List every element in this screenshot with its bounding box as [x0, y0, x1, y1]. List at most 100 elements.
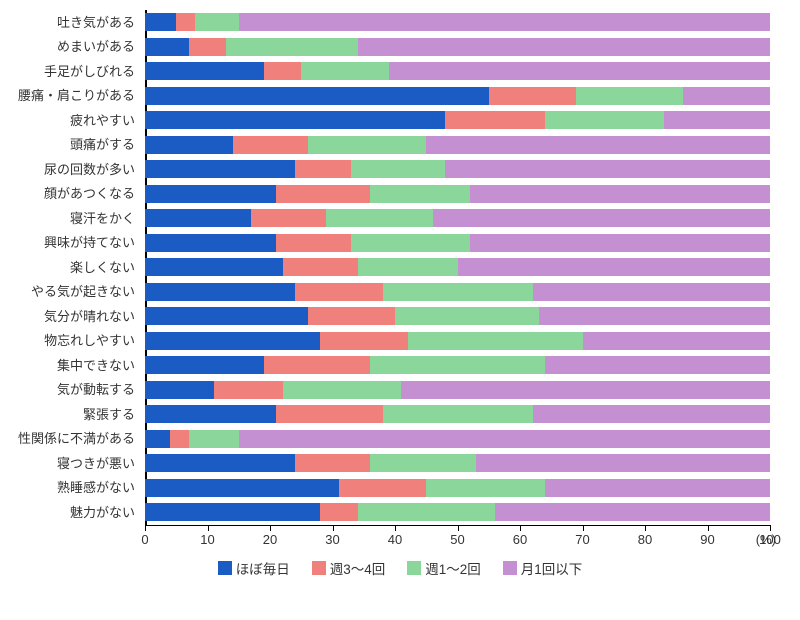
row-label: 気分が晴れない: [10, 310, 140, 323]
bar-segment-w3_4: [308, 307, 396, 325]
bar-track: [145, 307, 770, 325]
bar-segment-w3_4: [295, 454, 370, 472]
table-row: めまいがある: [145, 35, 770, 60]
bar-segment-w1_2: [189, 430, 239, 448]
x-tick-label: 70: [575, 532, 589, 547]
bar-segment-m1_less: [476, 454, 770, 472]
x-tick-label: 20: [263, 532, 277, 547]
bar-segment-m1_less: [401, 381, 770, 399]
bar-segment-m1_less: [533, 405, 771, 423]
bar-segment-daily: [145, 307, 308, 325]
row-label: 頭痛がする: [10, 138, 140, 151]
bar-segment-daily: [145, 38, 189, 56]
bar-segment-m1_less: [533, 283, 771, 301]
bar-segment-w1_2: [351, 160, 445, 178]
bar-segment-daily: [145, 209, 251, 227]
row-label: めまいがある: [10, 40, 140, 53]
row-label: 熟睡感がない: [10, 481, 140, 494]
bar-segment-w3_4: [264, 356, 370, 374]
bar-track: [145, 258, 770, 276]
bar-segment-w1_2: [426, 479, 545, 497]
bar-segment-w1_2: [370, 454, 476, 472]
bar-segment-daily: [145, 234, 276, 252]
plot-area: 吐き気があるめまいがある手足がしびれる腰痛・肩こりがある疲れやすい頭痛がする尿の…: [145, 10, 770, 526]
bar-segment-w3_4: [264, 62, 302, 80]
bar-segment-w3_4: [295, 283, 383, 301]
x-tick-label: 10: [200, 532, 214, 547]
bar-segment-w1_2: [301, 62, 389, 80]
bar-segment-w1_2: [383, 283, 533, 301]
bar-segment-w3_4: [189, 38, 227, 56]
bar-segment-m1_less: [358, 38, 771, 56]
stacked-bar-chart: 吐き気があるめまいがある手足がしびれる腰痛・肩こりがある疲れやすい頭痛がする尿の…: [10, 10, 790, 578]
bar-segment-w3_4: [295, 160, 351, 178]
row-label: 興味が持てない: [10, 236, 140, 249]
bar-segment-daily: [145, 160, 295, 178]
bar-segment-daily: [145, 62, 264, 80]
row-label: 吐き気がある: [10, 16, 140, 29]
bar-segment-w1_2: [308, 136, 427, 154]
row-label: 寝つきが悪い: [10, 457, 140, 470]
bar-segment-w1_2: [195, 13, 239, 31]
bar-segment-daily: [145, 454, 295, 472]
bar-segment-daily: [145, 356, 264, 374]
bar-track: [145, 234, 770, 252]
row-label: 集中できない: [10, 359, 140, 372]
bar-segment-w1_2: [358, 503, 496, 521]
bar-segment-w3_4: [283, 258, 358, 276]
bar-segment-w1_2: [370, 356, 545, 374]
legend-label: ほぼ毎日: [236, 558, 290, 578]
bar-segment-m1_less: [239, 430, 770, 448]
bar-segment-w3_4: [214, 381, 283, 399]
bar-track: [145, 209, 770, 227]
x-axis-unit: (%): [756, 532, 776, 547]
bar-track: [145, 503, 770, 521]
bar-segment-m1_less: [426, 136, 770, 154]
row-label: やる気が起きない: [10, 285, 140, 298]
table-row: 手足がしびれる: [145, 59, 770, 84]
bar-segment-w3_4: [339, 479, 427, 497]
x-tick-label: 90: [700, 532, 714, 547]
bar-segment-m1_less: [239, 13, 770, 31]
bar-track: [145, 38, 770, 56]
row-label: 楽しくない: [10, 261, 140, 274]
table-row: 頭痛がする: [145, 133, 770, 158]
table-row: 楽しくない: [145, 255, 770, 280]
bar-segment-daily: [145, 185, 276, 203]
bar-track: [145, 13, 770, 31]
bar-segment-m1_less: [664, 111, 770, 129]
bar-segment-m1_less: [495, 503, 770, 521]
bar-segment-w3_4: [276, 234, 351, 252]
legend-swatch: [312, 561, 326, 575]
row-label: 寝汗をかく: [10, 212, 140, 225]
x-tick-label: 50: [450, 532, 464, 547]
bar-track: [145, 479, 770, 497]
bar-segment-m1_less: [445, 160, 770, 178]
bar-segment-daily: [145, 258, 283, 276]
bar-segment-daily: [145, 111, 445, 129]
row-label: 尿の回数が多い: [10, 163, 140, 176]
table-row: 興味が持てない: [145, 231, 770, 256]
row-label: 顔があつくなる: [10, 187, 140, 200]
legend-label: 月1回以下: [521, 558, 583, 578]
bar-segment-w3_4: [445, 111, 545, 129]
bar-track: [145, 160, 770, 178]
bar-segment-w3_4: [489, 87, 577, 105]
row-label: 物忘れしやすい: [10, 334, 140, 347]
table-row: 顔があつくなる: [145, 182, 770, 207]
legend-swatch: [503, 561, 517, 575]
legend-swatch: [218, 561, 232, 575]
table-row: 気分が晴れない: [145, 304, 770, 329]
bar-track: [145, 381, 770, 399]
bar-segment-w1_2: [358, 258, 458, 276]
table-row: 寝汗をかく: [145, 206, 770, 231]
bar-track: [145, 87, 770, 105]
bar-segment-w3_4: [320, 503, 358, 521]
bar-segment-daily: [145, 87, 489, 105]
bar-segment-daily: [145, 430, 170, 448]
bar-segment-w1_2: [395, 307, 539, 325]
bar-track: [145, 283, 770, 301]
table-row: 気が動転する: [145, 378, 770, 403]
bar-segment-w1_2: [545, 111, 664, 129]
bar-segment-daily: [145, 136, 233, 154]
